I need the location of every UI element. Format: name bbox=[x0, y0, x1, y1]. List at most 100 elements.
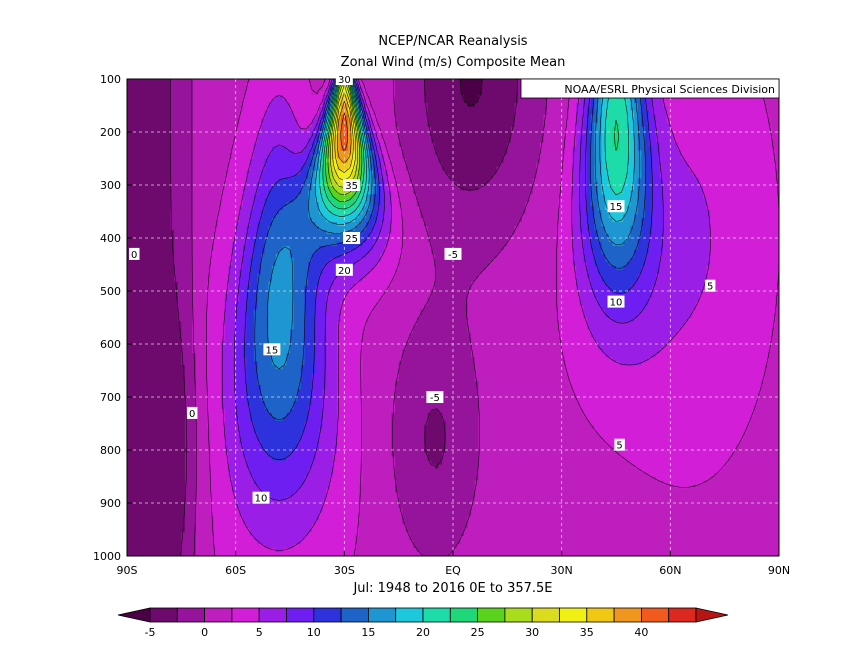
field-cell bbox=[449, 79, 454, 84]
field-cell bbox=[500, 166, 505, 172]
field-cell bbox=[268, 106, 273, 112]
field-cell bbox=[213, 118, 219, 124]
field-cell bbox=[518, 182, 523, 187]
field-cell bbox=[637, 98, 642, 104]
field-cell bbox=[431, 98, 436, 104]
field-cell bbox=[127, 150, 132, 156]
field-cell bbox=[253, 90, 258, 96]
field-cell bbox=[463, 90, 469, 96]
field-cell bbox=[525, 126, 530, 132]
field-cell bbox=[471, 142, 476, 148]
field-cell bbox=[438, 94, 443, 100]
field-cell bbox=[547, 178, 552, 183]
field-cell bbox=[547, 114, 552, 120]
field-cell bbox=[666, 162, 671, 168]
field-cell bbox=[395, 158, 400, 164]
field-cell bbox=[315, 134, 320, 140]
field-cell bbox=[724, 142, 729, 148]
field-cell bbox=[659, 162, 664, 168]
field-cell bbox=[471, 134, 476, 140]
field-cell bbox=[290, 102, 295, 108]
field-cell bbox=[713, 98, 719, 104]
field-cell bbox=[554, 98, 559, 104]
field-cell bbox=[605, 118, 610, 124]
field-cell bbox=[500, 134, 505, 140]
field-cell bbox=[503, 138, 508, 144]
field-cell bbox=[213, 130, 219, 136]
field-cell bbox=[717, 154, 722, 160]
field-cell bbox=[206, 110, 211, 116]
field-cell bbox=[355, 174, 360, 179]
field-cell bbox=[771, 154, 776, 160]
field-cell bbox=[416, 158, 421, 164]
field-cell bbox=[181, 126, 186, 132]
field-cell bbox=[648, 122, 653, 128]
field-cell bbox=[402, 110, 407, 116]
field-cell bbox=[503, 170, 508, 176]
field-cell bbox=[572, 118, 577, 124]
field-cell bbox=[731, 122, 737, 128]
field-cell bbox=[655, 110, 661, 116]
field-cell bbox=[398, 150, 403, 156]
field-cell bbox=[474, 126, 479, 132]
field-cell bbox=[286, 182, 291, 187]
field-cell bbox=[235, 142, 240, 148]
field-cell bbox=[413, 94, 418, 100]
field-cell bbox=[583, 110, 588, 116]
field-cell bbox=[148, 126, 153, 132]
field-cell bbox=[550, 118, 556, 124]
field-cell bbox=[416, 106, 421, 112]
field-cell bbox=[467, 142, 472, 148]
field-cell bbox=[724, 110, 729, 116]
field-cell bbox=[576, 114, 581, 120]
field-cell bbox=[514, 154, 519, 160]
field-cell bbox=[478, 142, 483, 148]
field-cell bbox=[438, 130, 443, 136]
field-cell bbox=[373, 114, 378, 120]
field-cell bbox=[318, 162, 324, 168]
field-cell bbox=[304, 170, 309, 176]
field-cell bbox=[478, 110, 483, 116]
field-cell bbox=[413, 90, 418, 96]
field-cell bbox=[232, 150, 237, 156]
field-cell bbox=[424, 86, 429, 92]
field-cell bbox=[318, 126, 324, 132]
field-cell bbox=[155, 122, 161, 128]
field-cell bbox=[282, 142, 287, 148]
field-cell bbox=[188, 182, 193, 187]
field-cell bbox=[213, 114, 219, 120]
field-cell bbox=[137, 98, 143, 104]
field-cell bbox=[677, 138, 682, 144]
field-cell bbox=[141, 118, 146, 124]
field-cell bbox=[492, 94, 498, 100]
field-cell bbox=[199, 186, 204, 191]
field-cell bbox=[152, 166, 157, 172]
field-cell bbox=[750, 166, 755, 172]
field-cell bbox=[503, 98, 508, 104]
field-cell bbox=[311, 90, 316, 96]
field-cell bbox=[148, 162, 153, 168]
field-cell bbox=[717, 142, 722, 148]
field-cell bbox=[145, 122, 150, 128]
field-cell bbox=[648, 130, 653, 136]
field-cell bbox=[456, 114, 461, 120]
field-cell bbox=[514, 150, 519, 156]
field-cell bbox=[565, 134, 570, 140]
field-cell bbox=[304, 79, 309, 84]
field-cell bbox=[159, 154, 164, 160]
field-cell bbox=[290, 118, 295, 124]
field-cell bbox=[746, 130, 751, 136]
field-cell bbox=[257, 110, 262, 116]
field-cell bbox=[713, 110, 719, 116]
field-cell bbox=[630, 142, 635, 148]
field-cell bbox=[507, 186, 512, 191]
field-cell bbox=[453, 182, 458, 187]
field-cell bbox=[449, 90, 454, 96]
field-cell bbox=[213, 90, 219, 96]
field-cell bbox=[434, 82, 440, 88]
field-cell bbox=[587, 150, 592, 156]
field-cell bbox=[510, 94, 516, 100]
field-cell bbox=[536, 162, 541, 168]
field-cell bbox=[547, 106, 552, 112]
field-cell bbox=[166, 178, 172, 183]
